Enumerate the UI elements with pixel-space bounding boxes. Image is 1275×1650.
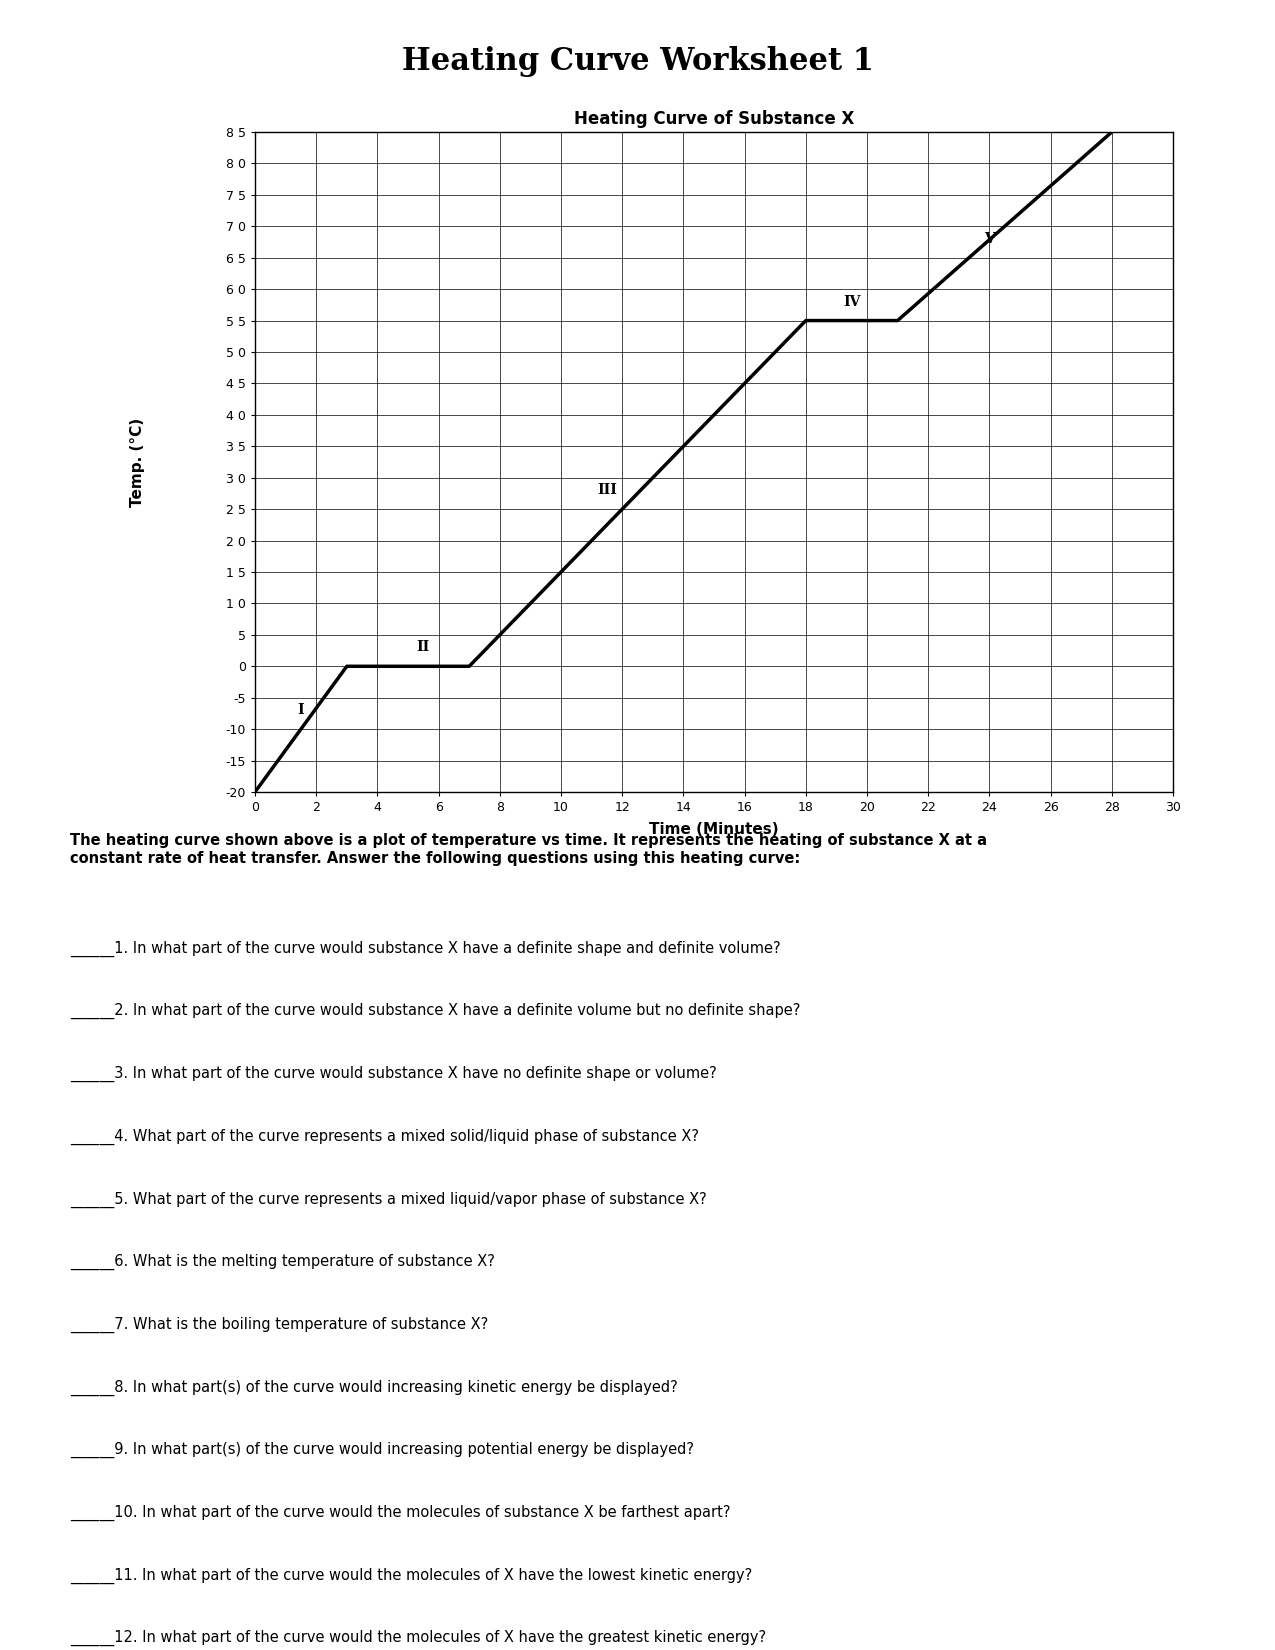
Y-axis label: Temp. (°C): Temp. (°C) xyxy=(130,417,145,507)
X-axis label: Time (Minutes): Time (Minutes) xyxy=(649,822,779,837)
Text: ______10. In what part of the curve would the molecules of substance X be farthe: ______10. In what part of the curve woul… xyxy=(70,1505,731,1521)
Text: V: V xyxy=(984,233,995,246)
Text: II: II xyxy=(417,640,430,655)
Text: ______6. What is the melting temperature of substance X?: ______6. What is the melting temperature… xyxy=(70,1254,495,1270)
Title: Heating Curve of Substance X: Heating Curve of Substance X xyxy=(574,109,854,127)
Text: ______8. In what part(s) of the curve would increasing kinetic energy be display: ______8. In what part(s) of the curve wo… xyxy=(70,1379,678,1396)
Text: ______12. In what part of the curve would the molecules of X have the greatest k: ______12. In what part of the curve woul… xyxy=(70,1630,766,1647)
Text: ______5. What part of the curve represents a mixed liquid/vapor phase of substan: ______5. What part of the curve represen… xyxy=(70,1191,706,1208)
Text: ______3. In what part of the curve would substance X have no definite shape or v: ______3. In what part of the curve would… xyxy=(70,1066,717,1082)
Text: ______4. What part of the curve represents a mixed solid/liquid phase of substan: ______4. What part of the curve represen… xyxy=(70,1129,699,1145)
Text: ______9. In what part(s) of the curve would increasing potential energy be displ: ______9. In what part(s) of the curve wo… xyxy=(70,1442,694,1459)
Text: ______7. What is the boiling temperature of substance X?: ______7. What is the boiling temperature… xyxy=(70,1317,488,1333)
Text: ______2. In what part of the curve would substance X have a definite volume but : ______2. In what part of the curve would… xyxy=(70,1003,801,1020)
Text: ______1. In what part of the curve would substance X have a definite shape and d: ______1. In what part of the curve would… xyxy=(70,940,780,957)
Text: IV: IV xyxy=(843,295,861,309)
Text: ______11. In what part of the curve would the molecules of X have the lowest kin: ______11. In what part of the curve woul… xyxy=(70,1568,752,1584)
Text: The heating curve shown above is a plot of temperature vs time. It represents th: The heating curve shown above is a plot … xyxy=(70,833,987,866)
Text: Heating Curve Worksheet 1: Heating Curve Worksheet 1 xyxy=(402,46,873,78)
Text: I: I xyxy=(297,703,305,718)
Text: III: III xyxy=(597,483,617,497)
